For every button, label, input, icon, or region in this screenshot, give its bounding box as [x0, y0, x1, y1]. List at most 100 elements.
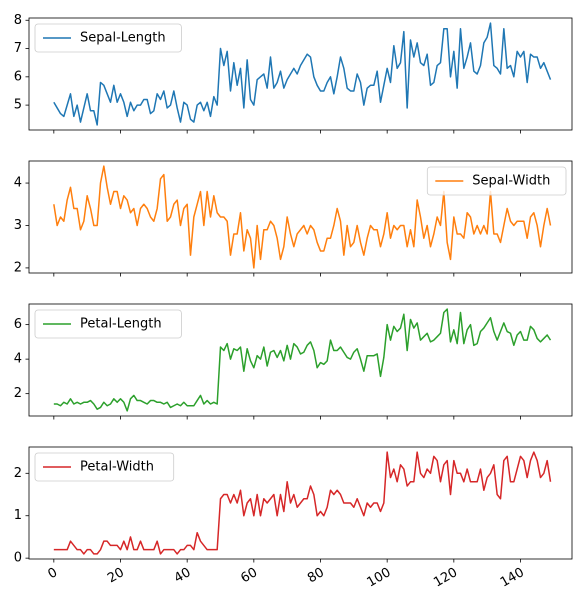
y-tick-label: 2	[14, 386, 22, 401]
data-point	[142, 98, 145, 101]
data-point	[449, 258, 452, 261]
data-point	[312, 493, 315, 496]
data-point	[229, 501, 232, 504]
data-point	[536, 337, 539, 340]
data-point	[312, 228, 315, 231]
axes-frame	[28, 303, 573, 417]
data-point	[189, 254, 192, 257]
data-point	[196, 531, 199, 534]
data-point	[149, 112, 152, 115]
data-point	[369, 506, 372, 509]
data-point	[352, 241, 355, 244]
data-point	[92, 224, 95, 227]
data-point	[396, 67, 399, 70]
data-point	[289, 358, 292, 361]
data-point	[392, 44, 395, 47]
y-tick-label: 4	[14, 176, 22, 191]
data-point	[456, 342, 459, 345]
data-point	[306, 344, 309, 347]
data-point	[106, 540, 109, 543]
data-point	[402, 313, 405, 316]
data-point	[376, 352, 379, 355]
data-point	[166, 548, 169, 551]
data-point	[342, 501, 345, 504]
data-point	[229, 254, 232, 257]
data-point	[362, 370, 365, 373]
data-point	[222, 349, 225, 352]
data-point	[529, 53, 532, 56]
data-point	[186, 104, 189, 107]
data-point	[112, 84, 115, 87]
data-point	[396, 480, 399, 483]
data-point	[122, 540, 125, 543]
data-point	[302, 58, 305, 61]
data-point	[66, 198, 69, 201]
data-point	[449, 493, 452, 496]
data-point	[259, 358, 262, 361]
data-point	[192, 120, 195, 123]
data-point	[336, 349, 339, 352]
data-point	[166, 220, 169, 223]
data-point	[492, 463, 495, 466]
x-tick-label: 80	[305, 565, 327, 586]
data-point	[519, 55, 522, 58]
data-point	[89, 548, 92, 551]
data-point	[532, 211, 535, 214]
data-point	[429, 245, 432, 248]
data-point	[222, 215, 225, 218]
data-point	[102, 164, 105, 167]
y-tick-label: 1	[14, 508, 22, 523]
data-point	[432, 81, 435, 84]
data-point	[536, 459, 539, 462]
data-point	[302, 224, 305, 227]
data-point	[549, 480, 552, 483]
data-point	[179, 548, 182, 551]
data-point	[156, 207, 159, 210]
data-point	[59, 215, 62, 218]
data-point	[439, 224, 442, 227]
data-point	[179, 224, 182, 227]
data-point	[276, 356, 279, 359]
data-point	[229, 358, 232, 361]
data-point	[56, 224, 59, 227]
data-point	[449, 340, 452, 343]
y-tick-label: 8	[14, 13, 22, 28]
data-point	[359, 241, 362, 244]
data-point	[492, 64, 495, 67]
legend-box	[34, 23, 182, 53]
data-point	[182, 401, 185, 404]
data-point	[296, 506, 299, 509]
data-point	[129, 101, 132, 104]
data-point	[216, 402, 219, 405]
data-point	[362, 104, 365, 107]
data-point	[252, 366, 255, 369]
data-point	[206, 548, 209, 551]
data-point	[99, 181, 102, 184]
data-point	[219, 47, 222, 50]
data-point	[402, 30, 405, 33]
data-point	[332, 92, 335, 95]
data-point	[476, 72, 479, 75]
data-point	[242, 106, 245, 109]
data-point	[406, 349, 409, 352]
data-point	[96, 408, 99, 411]
data-point	[276, 237, 279, 240]
data-point	[236, 232, 239, 235]
data-point	[486, 476, 489, 479]
data-point	[486, 232, 489, 235]
data-point	[289, 501, 292, 504]
data-point	[72, 402, 75, 405]
data-point	[256, 224, 259, 227]
data-point	[549, 78, 552, 81]
data-point	[209, 215, 212, 218]
data-point	[452, 328, 455, 331]
data-point	[236, 501, 239, 504]
data-point	[439, 480, 442, 483]
data-point	[239, 345, 242, 348]
data-point	[346, 224, 349, 227]
data-point	[426, 224, 429, 227]
data-point	[446, 459, 449, 462]
data-point	[289, 232, 292, 235]
data-point	[389, 237, 392, 240]
data-point	[116, 101, 119, 104]
